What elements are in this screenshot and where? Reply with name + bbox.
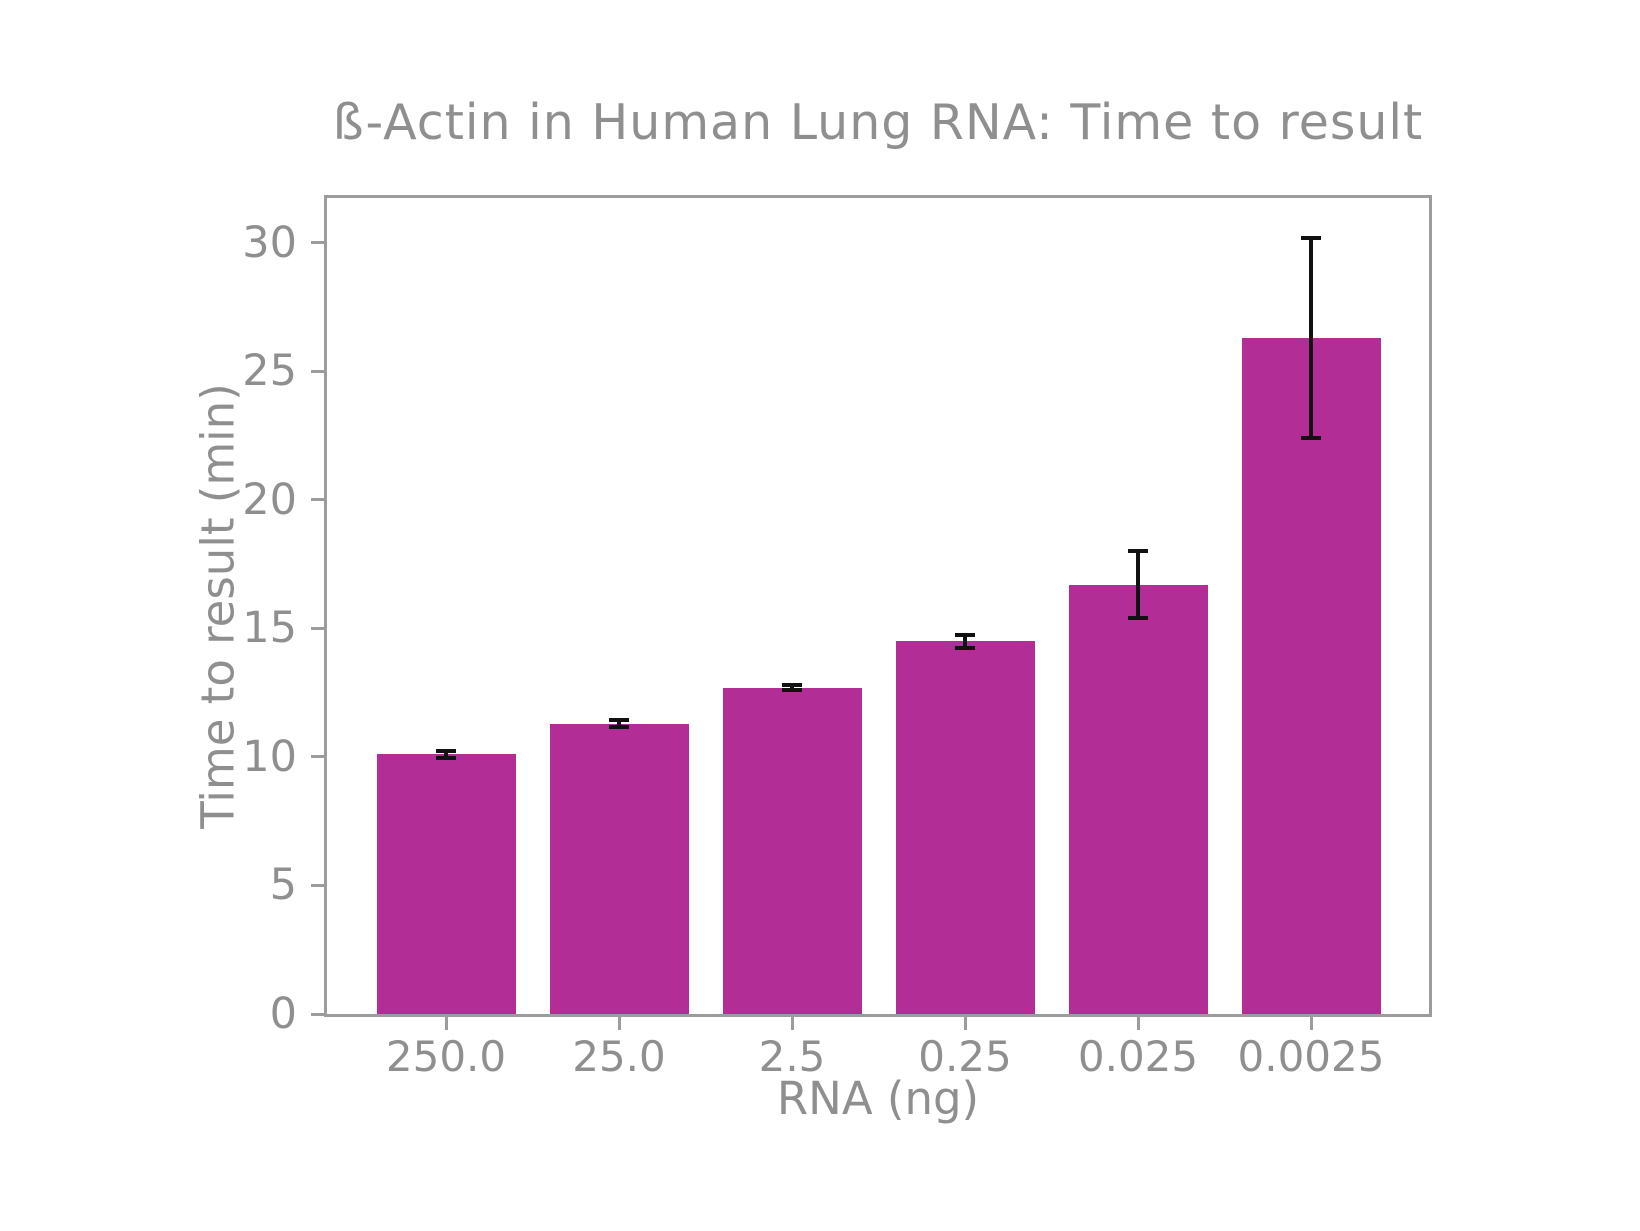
y-tick bbox=[311, 755, 324, 759]
x-tick-label: 0.025 bbox=[1077, 1032, 1199, 1081]
x-tick-label: 2.5 bbox=[758, 1032, 826, 1081]
error-bar-cap-bottom bbox=[1301, 436, 1321, 441]
error-bar-line bbox=[444, 750, 448, 759]
x-tick-label: 0.25 bbox=[918, 1032, 1012, 1081]
error-bar-cap-top bbox=[955, 632, 975, 637]
x-tick bbox=[963, 1017, 967, 1030]
y-tick bbox=[311, 626, 324, 630]
error-bar-cap-top bbox=[1301, 235, 1321, 240]
x-tick bbox=[1136, 1017, 1140, 1030]
x-tick-label: 250.0 bbox=[385, 1032, 507, 1081]
bar-250.0 bbox=[376, 754, 516, 1014]
bar-0.025 bbox=[1068, 584, 1208, 1014]
error-bar-line bbox=[617, 720, 621, 727]
x-tick-label: 0.0025 bbox=[1237, 1032, 1385, 1081]
bar-0.25 bbox=[895, 641, 1035, 1014]
bar-0.0025 bbox=[1241, 338, 1381, 1014]
error-bar-cap-top bbox=[782, 683, 802, 688]
y-tick bbox=[311, 1012, 324, 1016]
error-bar-cap-top bbox=[1128, 549, 1148, 554]
y-tick bbox=[311, 883, 324, 887]
y-tick-label: 10 bbox=[242, 731, 297, 782]
y-tick bbox=[311, 241, 324, 245]
error-bar-cap-bottom bbox=[609, 724, 629, 729]
y-tick-label: 15 bbox=[242, 603, 297, 654]
error-bar-cap-bottom bbox=[1128, 616, 1148, 621]
x-tick bbox=[444, 1017, 448, 1030]
x-tick bbox=[1309, 1017, 1313, 1030]
y-tick-label: 30 bbox=[242, 217, 297, 268]
error-bar-cap-top bbox=[436, 748, 456, 753]
error-bar-cap-bottom bbox=[436, 756, 456, 761]
error-bar-line bbox=[1136, 551, 1140, 619]
y-tick-label: 0 bbox=[269, 989, 297, 1039]
plot-area: 0 5 10 15 20 25 30 250.0 25.0 2.5 0.25 0.025 0.0025 bbox=[242, 195, 1432, 1078]
error-bar-cap-top bbox=[609, 718, 629, 723]
error-bar-line bbox=[790, 685, 794, 691]
x-axis-label: RNA (ng) bbox=[776, 1072, 980, 1125]
y-tick-label: 25 bbox=[242, 346, 297, 397]
y-tick-label: 20 bbox=[242, 474, 297, 525]
error-bar-line bbox=[1309, 237, 1313, 439]
y-tick bbox=[311, 498, 324, 502]
bar-25.0 bbox=[549, 723, 689, 1014]
x-tick-label: 25.0 bbox=[572, 1032, 666, 1081]
chart-title: ß-Actin in Human Lung RNA: Time to resul… bbox=[332, 94, 1424, 151]
error-bar-cap-bottom bbox=[955, 645, 975, 650]
error-bar-cap-bottom bbox=[782, 688, 802, 693]
y-tick-label: 5 bbox=[269, 860, 297, 911]
y-tick bbox=[311, 369, 324, 373]
bar-2.5 bbox=[722, 687, 862, 1014]
x-tick bbox=[790, 1017, 794, 1030]
x-tick bbox=[617, 1017, 621, 1030]
error-bar-line bbox=[963, 634, 967, 648]
